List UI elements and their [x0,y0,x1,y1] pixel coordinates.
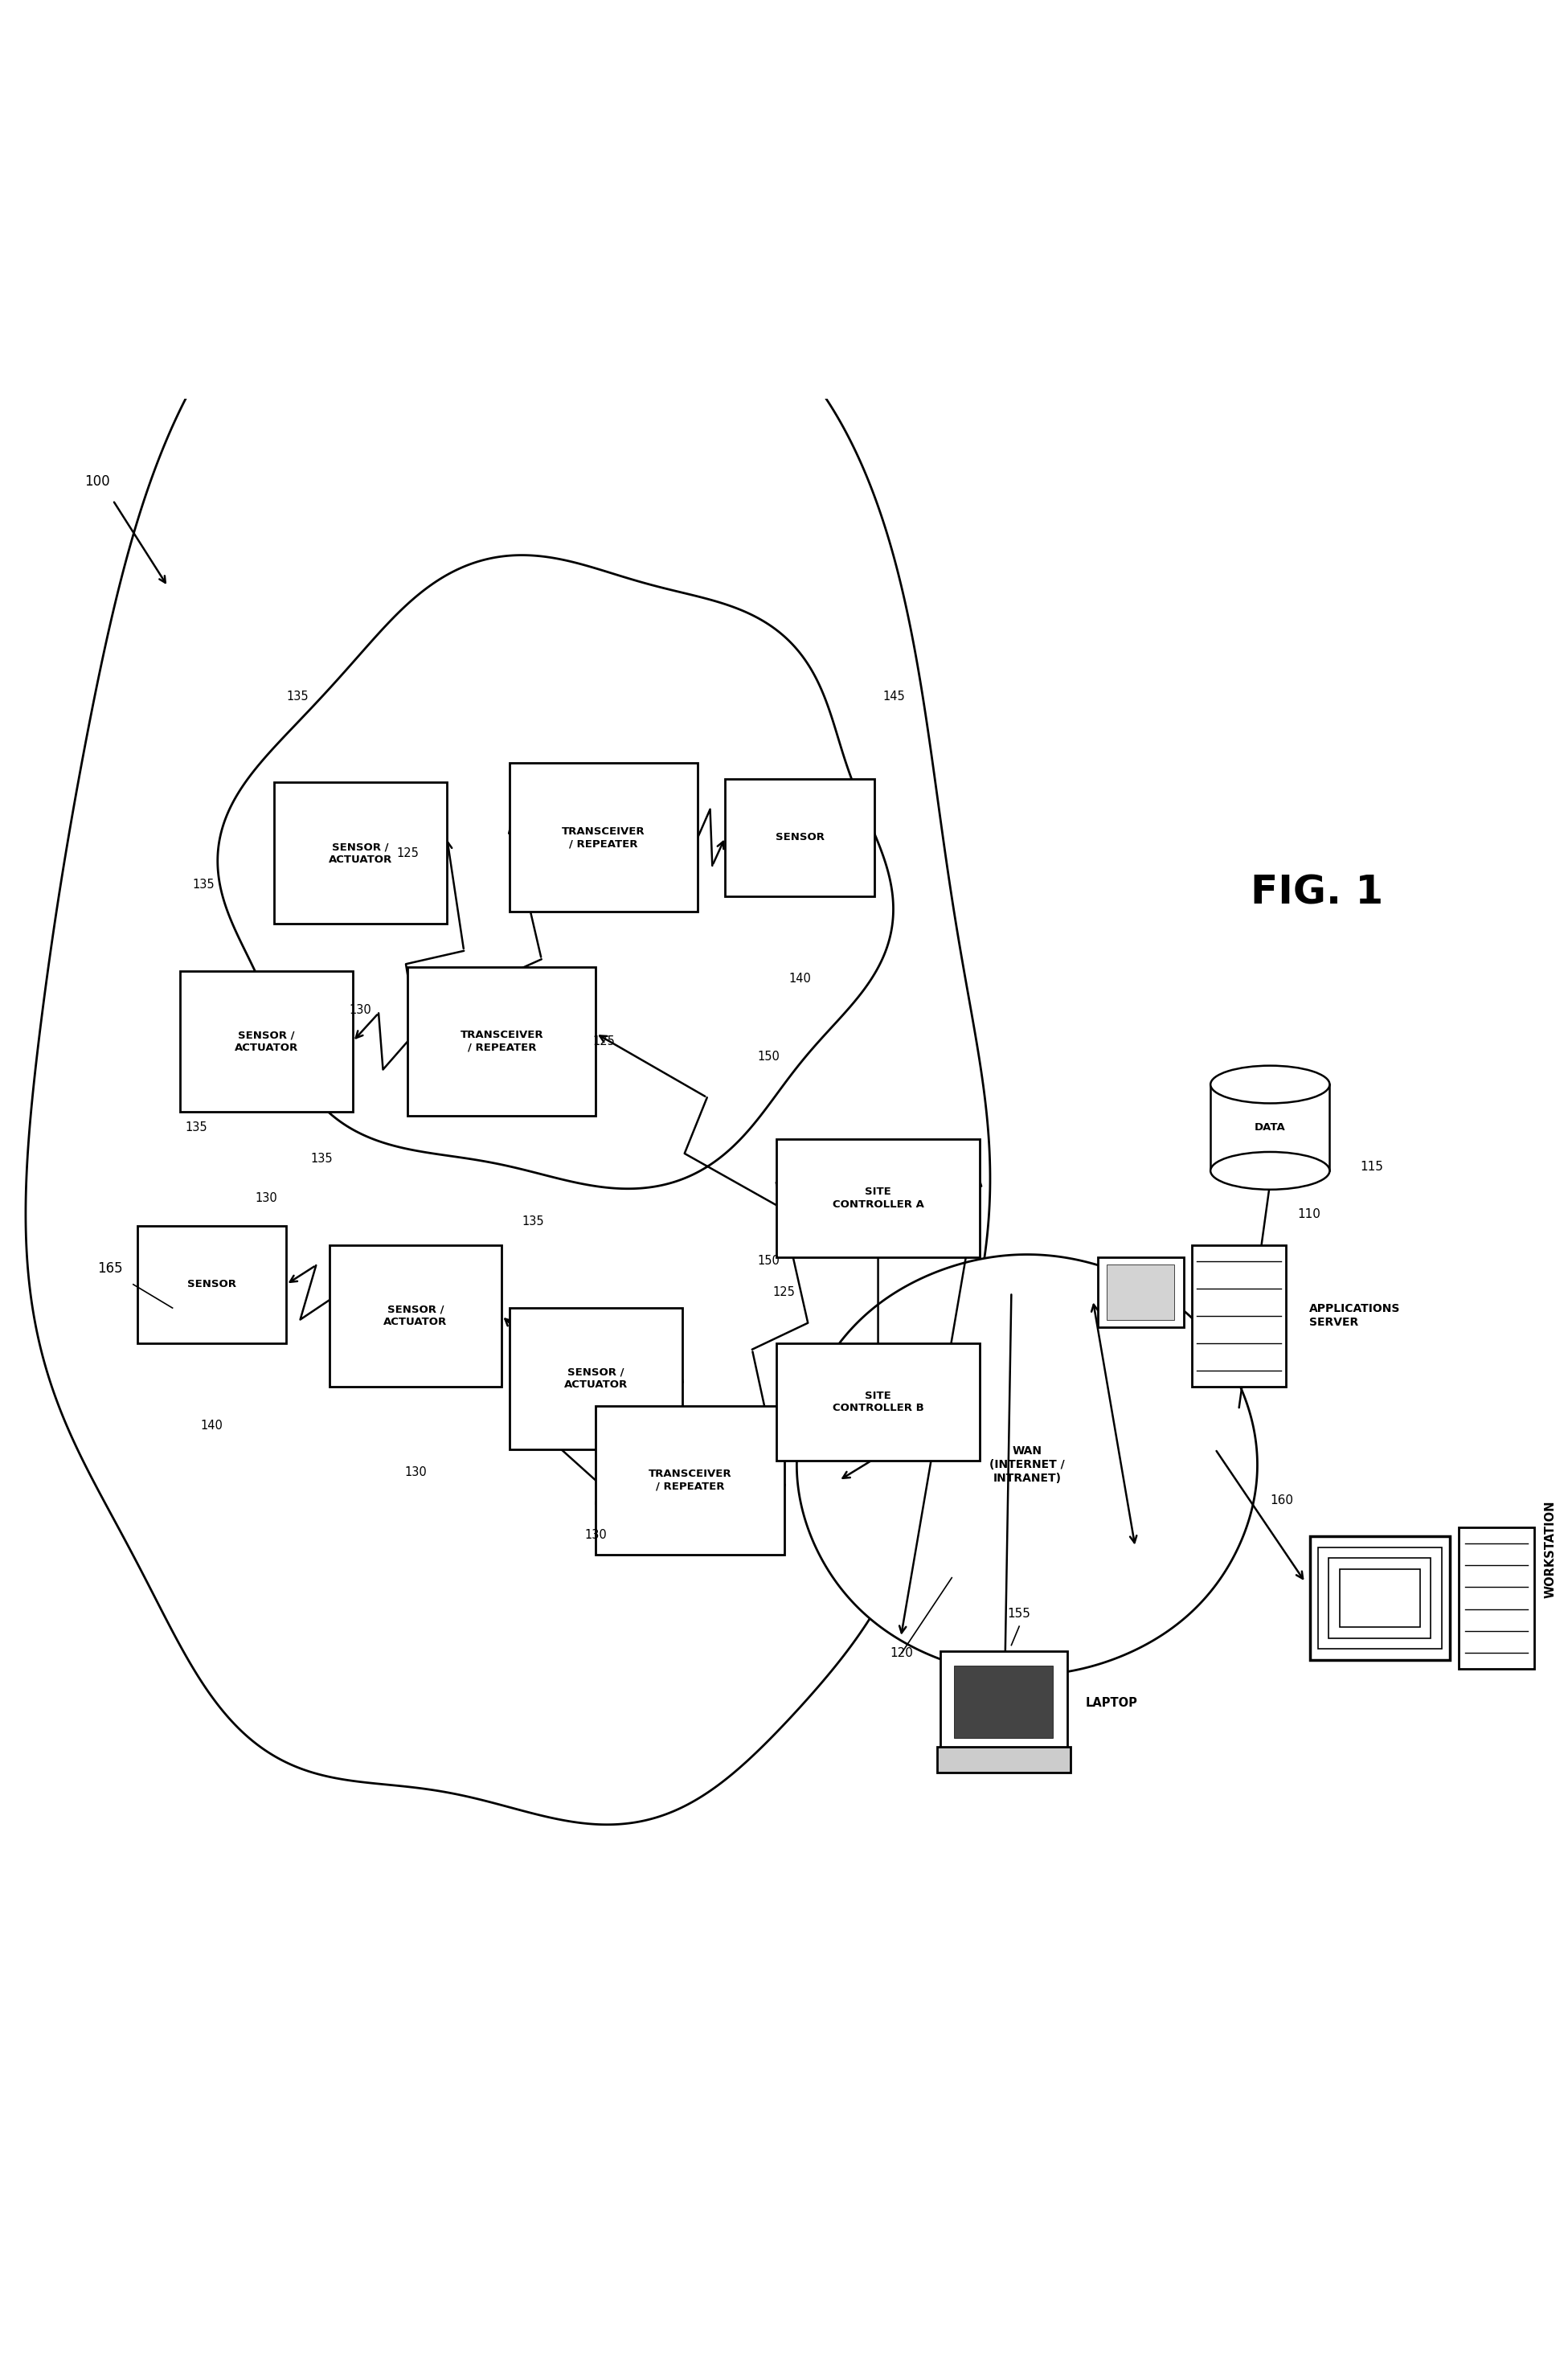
FancyBboxPatch shape [274,783,447,925]
FancyBboxPatch shape [1311,1537,1449,1660]
Text: 135: 135 [185,1121,207,1133]
Text: 155: 155 [1008,1608,1030,1620]
Polygon shape [797,1253,1258,1674]
Text: 150: 150 [757,1050,779,1062]
FancyBboxPatch shape [138,1225,285,1343]
Text: 145: 145 [883,691,905,702]
Text: 130: 130 [256,1192,278,1204]
Text: 130: 130 [350,1005,372,1017]
Text: 130: 130 [405,1466,426,1478]
FancyBboxPatch shape [596,1405,784,1554]
FancyBboxPatch shape [510,1308,682,1450]
Text: WORKSTATION: WORKSTATION [1544,1499,1555,1599]
FancyBboxPatch shape [329,1246,502,1386]
Text: TRANSCEIVER
/ REPEATER: TRANSCEIVER / REPEATER [648,1469,732,1492]
FancyBboxPatch shape [510,764,698,913]
Text: SENSOR /
ACTUATOR: SENSOR / ACTUATOR [564,1367,627,1391]
FancyBboxPatch shape [941,1651,1066,1752]
Text: SENSOR /
ACTUATOR: SENSOR / ACTUATOR [329,842,392,866]
FancyBboxPatch shape [180,970,353,1112]
Text: SITE
CONTROLLER A: SITE CONTROLLER A [833,1187,924,1209]
Text: SENSOR: SENSOR [775,832,825,842]
Text: 125: 125 [773,1287,795,1298]
Text: 130: 130 [585,1530,607,1542]
FancyBboxPatch shape [1210,1086,1330,1171]
Text: FIG. 1: FIG. 1 [1251,873,1383,911]
Text: 125: 125 [593,1036,615,1048]
Text: WAN
(INTERNET /
INTRANET): WAN (INTERNET / INTRANET) [989,1445,1065,1483]
Text: 165: 165 [97,1261,122,1277]
Text: LAPTOP: LAPTOP [1085,1698,1138,1710]
Polygon shape [218,556,894,1190]
Text: 140: 140 [789,972,811,984]
Text: TRANSCEIVER
/ REPEATER: TRANSCEIVER / REPEATER [459,1029,544,1052]
FancyBboxPatch shape [724,778,873,896]
Text: SITE
CONTROLLER B: SITE CONTROLLER B [833,1391,924,1414]
FancyBboxPatch shape [938,1748,1069,1771]
Text: DATA: DATA [1254,1123,1286,1133]
Text: 110: 110 [1298,1209,1320,1220]
Text: 120: 120 [891,1646,913,1658]
Text: 135: 135 [310,1154,332,1166]
Text: 160: 160 [1270,1495,1294,1507]
FancyBboxPatch shape [1458,1528,1534,1670]
Text: 125: 125 [397,847,419,858]
Ellipse shape [1210,1152,1330,1190]
Text: SENSOR /
ACTUATOR: SENSOR / ACTUATOR [384,1305,447,1327]
Polygon shape [25,229,989,1823]
FancyBboxPatch shape [953,1665,1052,1738]
Text: SENSOR /
ACTUATOR: SENSOR / ACTUATOR [235,1029,298,1052]
FancyBboxPatch shape [1192,1246,1286,1386]
Text: 135: 135 [193,877,215,892]
FancyBboxPatch shape [1107,1265,1174,1320]
Text: 150: 150 [757,1256,779,1268]
Text: APPLICATIONS
SERVER: APPLICATIONS SERVER [1309,1303,1400,1329]
FancyBboxPatch shape [1098,1256,1184,1327]
Text: 100: 100 [85,475,110,490]
Text: 115: 115 [1361,1161,1383,1173]
FancyBboxPatch shape [776,1343,980,1462]
Text: TRANSCEIVER
/ REPEATER: TRANSCEIVER / REPEATER [561,825,646,849]
Ellipse shape [1210,1067,1330,1104]
Text: SENSOR: SENSOR [187,1279,237,1289]
FancyBboxPatch shape [776,1140,980,1256]
FancyBboxPatch shape [408,967,596,1116]
Text: 135: 135 [287,691,309,702]
Text: 135: 135 [522,1216,544,1227]
Text: 140: 140 [201,1419,223,1431]
